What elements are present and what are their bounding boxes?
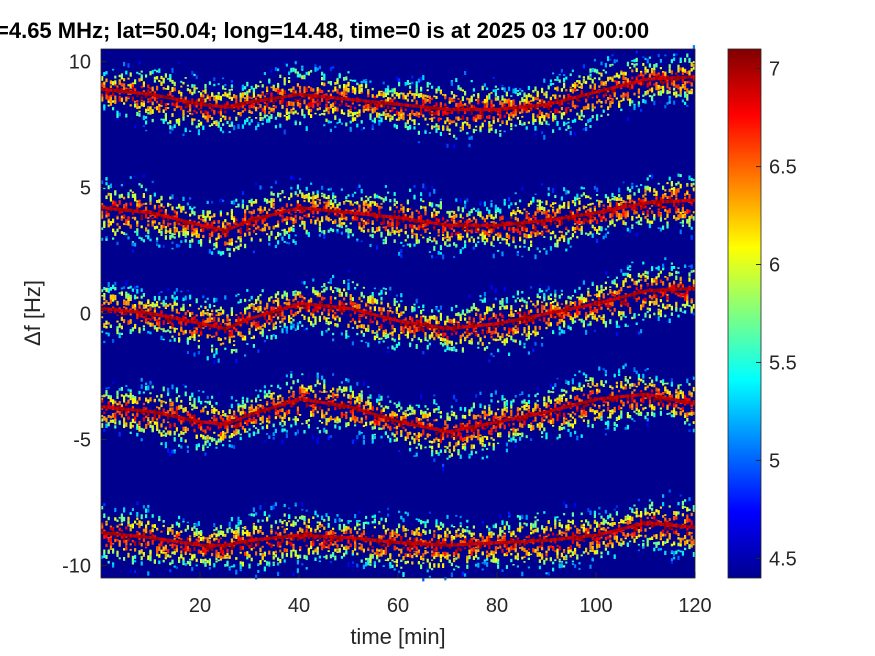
y-axis-label: Δf [Hz]	[20, 280, 45, 346]
trace-band	[101, 363, 695, 472]
x-axis-ticks: 20 40 60 80 100 120	[189, 572, 712, 617]
colorbar-ticks: 4.5 5 5.5 6 6.5 7	[756, 59, 797, 570]
trace-band	[101, 257, 695, 365]
trace-band	[101, 45, 695, 149]
chart-title: =4.65 MHz; lat=50.04; long=14.48, time=0…	[0, 18, 649, 43]
y-tick-label: 5	[80, 178, 91, 200]
colorbar-tick-label: 6	[769, 255, 780, 277]
trace-band	[101, 489, 695, 582]
colorbar-tick-label: 5.5	[769, 352, 797, 374]
x-tick-label: 20	[189, 595, 211, 617]
x-tick-label: 80	[486, 595, 508, 617]
x-axis-label: time [min]	[350, 624, 445, 649]
plot-area	[100, 45, 696, 582]
colorbar: 4.5 5 5.5 6 6.5 7	[727, 48, 797, 579]
colorbar-tick-label: 7	[769, 59, 780, 81]
colorbar-gradient	[727, 48, 762, 579]
x-tick-label: 100	[579, 595, 612, 617]
colorbar-tick-label: 6.5	[769, 157, 797, 179]
y-axis-ticks: -10 -5 0 5 10	[62, 52, 107, 577]
x-tick-label: 60	[387, 595, 409, 617]
y-tick-label: 10	[69, 52, 91, 74]
trace-band	[101, 173, 695, 260]
x-tick-label: 40	[288, 595, 310, 617]
y-tick-label: 0	[80, 304, 91, 326]
spectrogram-heatmap	[101, 45, 695, 582]
colorbar-tick-label: 5	[769, 450, 780, 472]
colorbar-tick-label: 4.5	[769, 548, 797, 570]
y-tick-label: -5	[73, 429, 91, 451]
x-tick-label: 120	[678, 595, 711, 617]
y-tick-label: -10	[62, 555, 91, 577]
